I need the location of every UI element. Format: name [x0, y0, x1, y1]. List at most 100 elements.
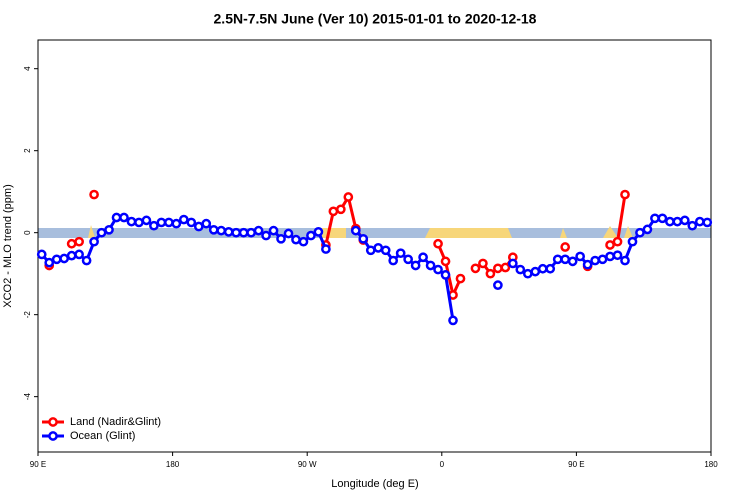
data-point: [231, 227, 242, 238]
data-point: [590, 255, 600, 266]
legend-label: Ocean (Glint): [70, 430, 135, 442]
y-tick-label: 4: [23, 66, 32, 71]
data-point: [89, 236, 99, 247]
data-point: [238, 227, 249, 238]
data-point: [582, 259, 593, 270]
data-point: [380, 245, 391, 256]
data-point: [433, 264, 443, 275]
data-point: [440, 256, 451, 267]
data-point: [74, 236, 84, 247]
data-point: [298, 236, 309, 247]
data-point: [66, 238, 77, 249]
data-point: [268, 225, 279, 236]
x-tick-label: 0: [440, 460, 445, 469]
series-line: [71, 193, 627, 300]
data-point: [537, 263, 548, 274]
data-point: [403, 254, 413, 265]
y-tick-label: -4: [23, 393, 32, 401]
data-point: [433, 238, 443, 249]
data-point: [193, 221, 204, 232]
legend-marker: [48, 417, 58, 427]
y-tick-label: 0: [23, 230, 32, 235]
data-point: [171, 218, 182, 229]
data-point: [627, 236, 638, 247]
data-point: [493, 263, 503, 274]
data-point: [702, 217, 713, 228]
data-point: [223, 227, 234, 237]
data-point: [694, 216, 705, 227]
data-point: [373, 242, 384, 253]
land-patch: [322, 228, 346, 238]
data-point: [657, 213, 668, 224]
data-point: [350, 225, 361, 236]
data-point: [425, 260, 436, 271]
data-point: [642, 224, 653, 235]
land-patch: [603, 226, 618, 238]
chart-title: 2.5N-7.5N June (Ver 10) 2015-01-01 to 20…: [214, 11, 537, 27]
data-point: [672, 216, 683, 227]
x-tick-label: 90 W: [298, 460, 317, 469]
data-point: [149, 220, 159, 231]
data-point: [208, 224, 219, 235]
series: [36, 212, 713, 326]
x-tick-label: 180: [166, 460, 180, 469]
data-point: [96, 227, 107, 238]
data-point: [321, 244, 331, 254]
data-point: [410, 260, 421, 271]
y-axis-label: XCO2 - MLO trend (ppm): [2, 184, 14, 307]
data-point: [164, 217, 174, 228]
data-point: [612, 250, 623, 261]
data-point: [186, 217, 197, 228]
land-patch: [560, 228, 567, 238]
data-point: [507, 258, 518, 269]
data-point: [560, 242, 571, 252]
data-point: [470, 263, 481, 274]
data-point: [253, 225, 264, 236]
data-point: [291, 234, 301, 245]
data-point: [343, 192, 354, 202]
data-point: [51, 254, 62, 265]
y-tick-label: 2: [23, 148, 32, 153]
land-patch: [425, 228, 512, 238]
data-point: [276, 233, 286, 244]
data-point: [493, 280, 503, 291]
data-point: [665, 216, 675, 227]
data-point: [560, 254, 571, 265]
data-point: [59, 253, 70, 264]
data-point: [575, 251, 585, 262]
data-point: [605, 251, 615, 262]
data-point: [455, 273, 466, 284]
data-point: [620, 255, 630, 266]
data-point: [679, 215, 690, 226]
data-point: [306, 230, 316, 241]
data-point: [650, 213, 660, 224]
data-point: [313, 227, 324, 237]
data-point: [545, 263, 556, 274]
ocean-band: [38, 228, 711, 238]
data-point: [66, 250, 77, 261]
data-point: [74, 249, 84, 260]
data-point: [567, 256, 578, 267]
data-point: [597, 254, 608, 265]
land-patch: [624, 226, 633, 238]
data-point: [104, 224, 114, 235]
data-point: [89, 189, 99, 200]
data-point: [395, 248, 406, 259]
data-point: [246, 227, 256, 238]
data-point: [530, 266, 541, 277]
data-point: [283, 228, 294, 239]
x-tick-label: 90 E: [568, 460, 584, 469]
data-point: [111, 212, 122, 223]
data-point: [440, 270, 451, 280]
data-point: [515, 264, 526, 275]
data-point: [365, 245, 376, 256]
series: [44, 189, 630, 300]
data-point: [522, 268, 533, 279]
data-point: [141, 215, 152, 226]
data-point: [358, 233, 369, 244]
data-point: [178, 214, 189, 225]
data-point: [44, 257, 55, 268]
data-point: [81, 255, 92, 266]
data-point: [119, 212, 129, 223]
